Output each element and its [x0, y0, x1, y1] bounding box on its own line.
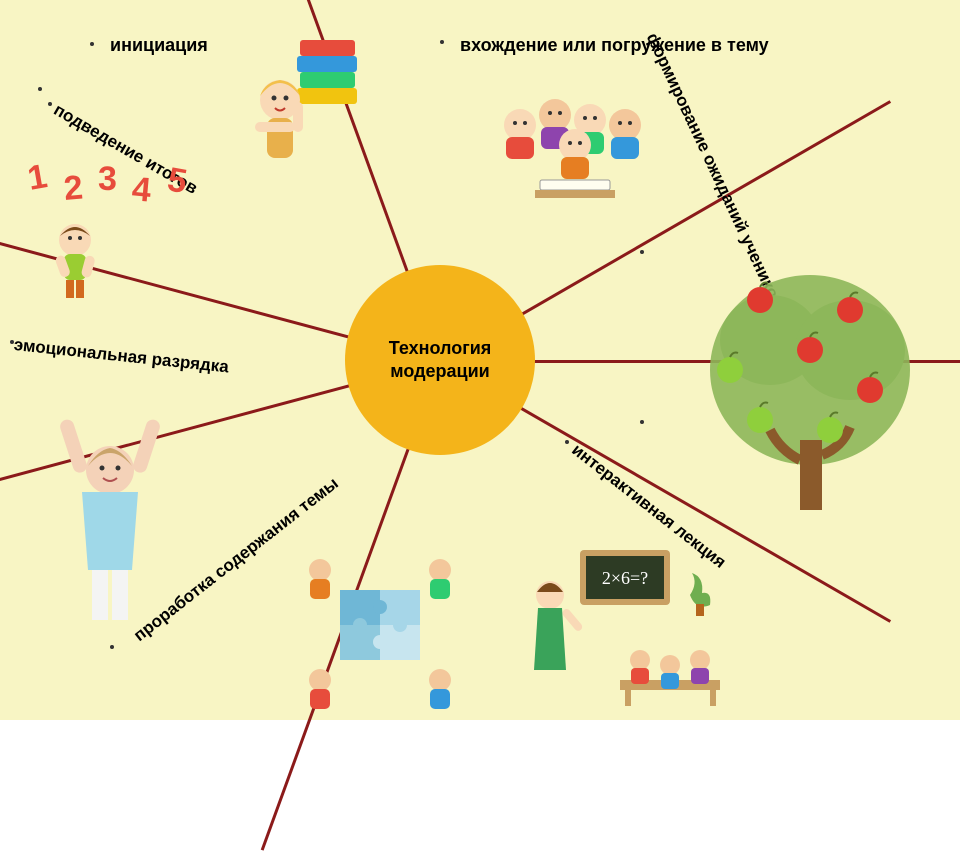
group-kids-icon	[490, 90, 660, 210]
bullet-dot	[10, 340, 14, 344]
bullet-dot	[640, 420, 644, 424]
svg-text:5: 5	[165, 160, 190, 201]
center-hub: Технологиямодерации	[345, 265, 535, 455]
apple-tree-icon	[700, 260, 930, 530]
books-icon	[245, 30, 375, 180]
classroom-icon: 2×6=?	[520, 540, 730, 710]
svg-text:2×6=?: 2×6=?	[602, 568, 648, 588]
bullet-dot	[48, 102, 52, 106]
bullet-dot	[565, 440, 569, 444]
bullet-dot	[440, 40, 444, 44]
svg-text:2: 2	[62, 168, 84, 208]
center-title: Технологиямодерации	[389, 337, 492, 384]
bullet-dot	[38, 87, 42, 91]
puzzle-kids-icon	[290, 540, 470, 710]
bullet-dot	[640, 250, 644, 254]
arms-up-kid-icon	[40, 410, 180, 630]
svg-text:1: 1	[25, 157, 50, 198]
bullet-dot	[110, 645, 114, 649]
section-label-immersion: вхождение или погружение в тему	[460, 35, 769, 56]
numbers-kid-icon: 12345	[20, 150, 220, 300]
svg-text:3: 3	[98, 160, 117, 198]
section-label-initiation: инициация	[110, 35, 208, 56]
bullet-dot	[90, 42, 94, 46]
svg-text:4: 4	[130, 170, 152, 210]
